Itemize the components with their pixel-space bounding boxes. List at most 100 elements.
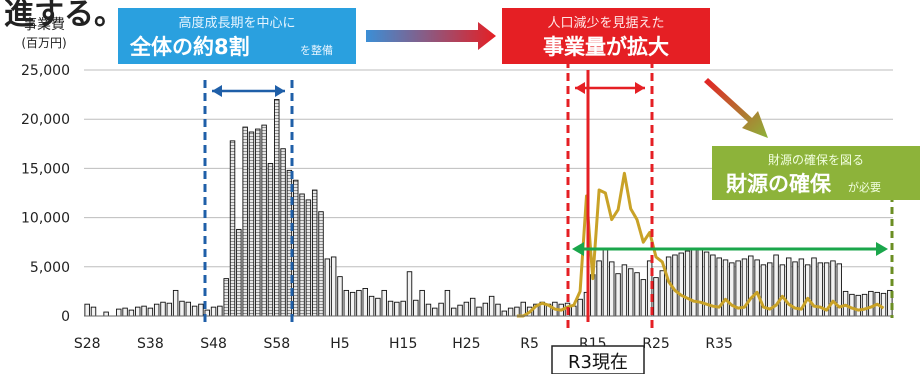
bar xyxy=(299,193,305,317)
bar xyxy=(356,289,362,317)
red-banner-line2: 事業量が拡大 xyxy=(543,35,669,59)
banner-arrow xyxy=(366,22,496,50)
bar xyxy=(349,291,356,317)
bar xyxy=(267,163,274,317)
bar xyxy=(842,290,849,317)
bar xyxy=(413,299,419,317)
bar xyxy=(691,247,697,317)
red-arrow-head-left xyxy=(575,82,585,94)
bar xyxy=(469,297,476,317)
bar xyxy=(482,302,489,317)
bar xyxy=(330,256,337,317)
bar xyxy=(463,301,470,317)
bar xyxy=(362,288,368,317)
bar xyxy=(128,309,135,317)
bar xyxy=(134,306,141,317)
green-banner-line2: 財源の確保 xyxy=(726,172,832,196)
x-tick-label: R35 xyxy=(705,336,733,352)
bar xyxy=(501,310,508,317)
bar xyxy=(324,258,331,317)
y-tick-label: 10,000 xyxy=(21,211,70,227)
current-label-box xyxy=(551,345,645,374)
bar xyxy=(697,248,703,317)
green-arrow-head-left xyxy=(572,242,584,256)
x-tick-label: H15 xyxy=(389,336,417,352)
bar xyxy=(476,306,482,317)
bar xyxy=(602,248,609,317)
red-banner-line1: 人口減少を見据えた xyxy=(547,15,664,31)
blue-banner-box xyxy=(118,8,356,64)
bar xyxy=(318,211,324,317)
bar xyxy=(394,301,400,317)
x-tick-label: S28 xyxy=(74,336,101,352)
bar xyxy=(653,277,659,317)
bar xyxy=(444,289,451,317)
bar xyxy=(754,259,760,317)
green-period-marker xyxy=(572,195,894,318)
bar xyxy=(855,294,861,317)
bar xyxy=(868,290,874,317)
bar xyxy=(179,300,185,317)
bar xyxy=(217,305,223,317)
current-label: R3現在 xyxy=(551,345,645,374)
bar xyxy=(419,289,425,317)
bar xyxy=(153,303,160,317)
bar xyxy=(337,276,343,317)
bar xyxy=(634,272,640,317)
bar xyxy=(191,305,198,317)
y-tick-label: 5,000 xyxy=(30,260,70,276)
bar xyxy=(615,273,621,317)
bar xyxy=(432,307,438,317)
bar xyxy=(103,311,109,317)
bar xyxy=(147,307,154,317)
bar xyxy=(880,292,887,317)
bar xyxy=(627,268,634,317)
bar xyxy=(457,304,463,317)
bar xyxy=(248,131,255,317)
bar xyxy=(122,307,128,317)
bar xyxy=(729,262,735,317)
y-tick-label: 0 xyxy=(61,309,70,325)
blue-banner-line2-small: を整備 xyxy=(300,43,333,57)
bar-series xyxy=(84,99,893,317)
bar xyxy=(261,124,267,317)
bar xyxy=(849,293,855,317)
bar xyxy=(172,289,179,317)
x-tick-label: H5 xyxy=(330,336,349,352)
bar xyxy=(305,199,312,317)
blue-banner-line1: 高度成長期を中心に xyxy=(178,15,295,31)
bar xyxy=(640,279,647,317)
bar xyxy=(242,126,248,317)
y-axis-unit: (百万円) xyxy=(21,36,66,50)
bar xyxy=(621,264,628,317)
x-tick-label: R5 xyxy=(520,336,539,352)
bar xyxy=(160,301,166,317)
bar xyxy=(703,251,710,317)
bar xyxy=(185,301,192,317)
bar xyxy=(785,257,792,317)
bar xyxy=(255,128,261,317)
diagonal-arrow xyxy=(704,78,768,138)
bar xyxy=(311,189,318,317)
bar xyxy=(684,250,691,317)
bar xyxy=(166,302,173,317)
bar xyxy=(400,300,406,317)
red-banner-box xyxy=(502,8,710,64)
x-tick-label: S38 xyxy=(137,336,164,352)
bar xyxy=(90,306,97,317)
bar xyxy=(381,289,387,317)
x-tick-label: H25 xyxy=(452,336,480,352)
bar xyxy=(198,303,204,317)
bar xyxy=(665,256,672,317)
bar xyxy=(223,278,229,317)
bar xyxy=(438,302,444,317)
bar xyxy=(779,264,786,317)
green-arrow-head-right xyxy=(876,242,888,256)
bar xyxy=(672,254,678,317)
green-banner-line1: 財源の確保を図る xyxy=(768,152,864,167)
green-banner-line2-small: が必要 xyxy=(848,180,881,194)
bar xyxy=(451,307,457,317)
bar xyxy=(659,270,666,317)
